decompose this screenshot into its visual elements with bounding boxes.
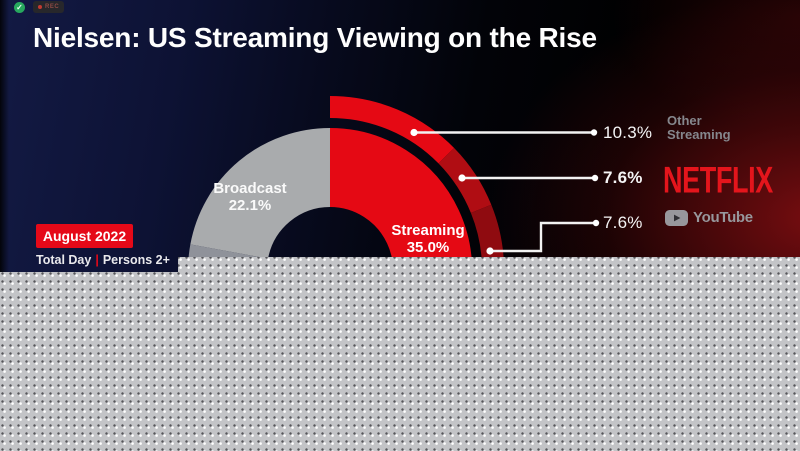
callout-dot-arc-3: [486, 247, 494, 255]
other-streaming-line2: Streaming: [667, 127, 731, 142]
callout-dot-label-3: [592, 219, 600, 227]
donut-segment-streaming[interactable]: [328, 128, 472, 273]
broadcast-name: Broadcast: [213, 180, 287, 197]
rec-indicator[interactable]: REC: [33, 1, 65, 13]
pct-other-streaming: 10.3%: [603, 123, 653, 142]
other-streaming-label: Other Streaming: [667, 114, 731, 142]
callout-dot-arc-2: [458, 174, 466, 182]
rec-dot-icon: [38, 5, 42, 9]
broadcast-value: 22.1%: [228, 197, 272, 214]
footnote-left: Total Day: [36, 253, 92, 267]
ring-segment-other-streaming[interactable]: [329, 95, 455, 164]
footnote-divider: |: [95, 253, 99, 267]
donut-chart: [188, 95, 600, 273]
youtube-wordmark: YouTube: [693, 209, 753, 226]
netflix-logo: NETFLIX: [663, 159, 773, 201]
slide-title: Nielsen: US Streaming Viewing on the Ris…: [33, 22, 597, 53]
youtube-logo: YouTube: [665, 209, 753, 226]
ring-segment-youtube[interactable]: [449, 204, 504, 272]
callout-line-youtube: [490, 221, 596, 253]
callout-dot-label-1: [590, 129, 598, 136]
date-badge: August 2022: [36, 224, 133, 248]
rec-label: REC: [45, 4, 60, 10]
streaming-name: Streaming: [391, 222, 465, 239]
footnote: Total Day | Persons 2+: [36, 253, 170, 267]
callout-dot-label-2: [591, 174, 599, 182]
pct-netflix: 7.6%: [603, 168, 643, 187]
youtube-play-icon: [665, 209, 688, 226]
donut-segment-other-tv: [188, 244, 273, 272]
donut-segment-broadcast[interactable]: [190, 128, 332, 261]
broadcast-label: Broadcast 22.1%: [200, 180, 300, 214]
other-streaming-line1: Other: [667, 113, 702, 128]
halftone-pattern: [0, 255, 800, 451]
presentation-slide: ✓ REC Nielsen: US Streaming Viewing on t…: [0, 0, 800, 272]
streaming-value: 35.0%: [406, 239, 450, 256]
pct-youtube: 7.6%: [603, 213, 643, 232]
status-check-icon[interactable]: ✓: [14, 2, 25, 13]
footnote-right: Persons 2+: [102, 253, 170, 267]
streaming-label: Streaming 35.0%: [377, 222, 479, 256]
callout-dot-arc-1: [410, 128, 418, 137]
ring-segment-netflix[interactable]: [438, 148, 492, 214]
